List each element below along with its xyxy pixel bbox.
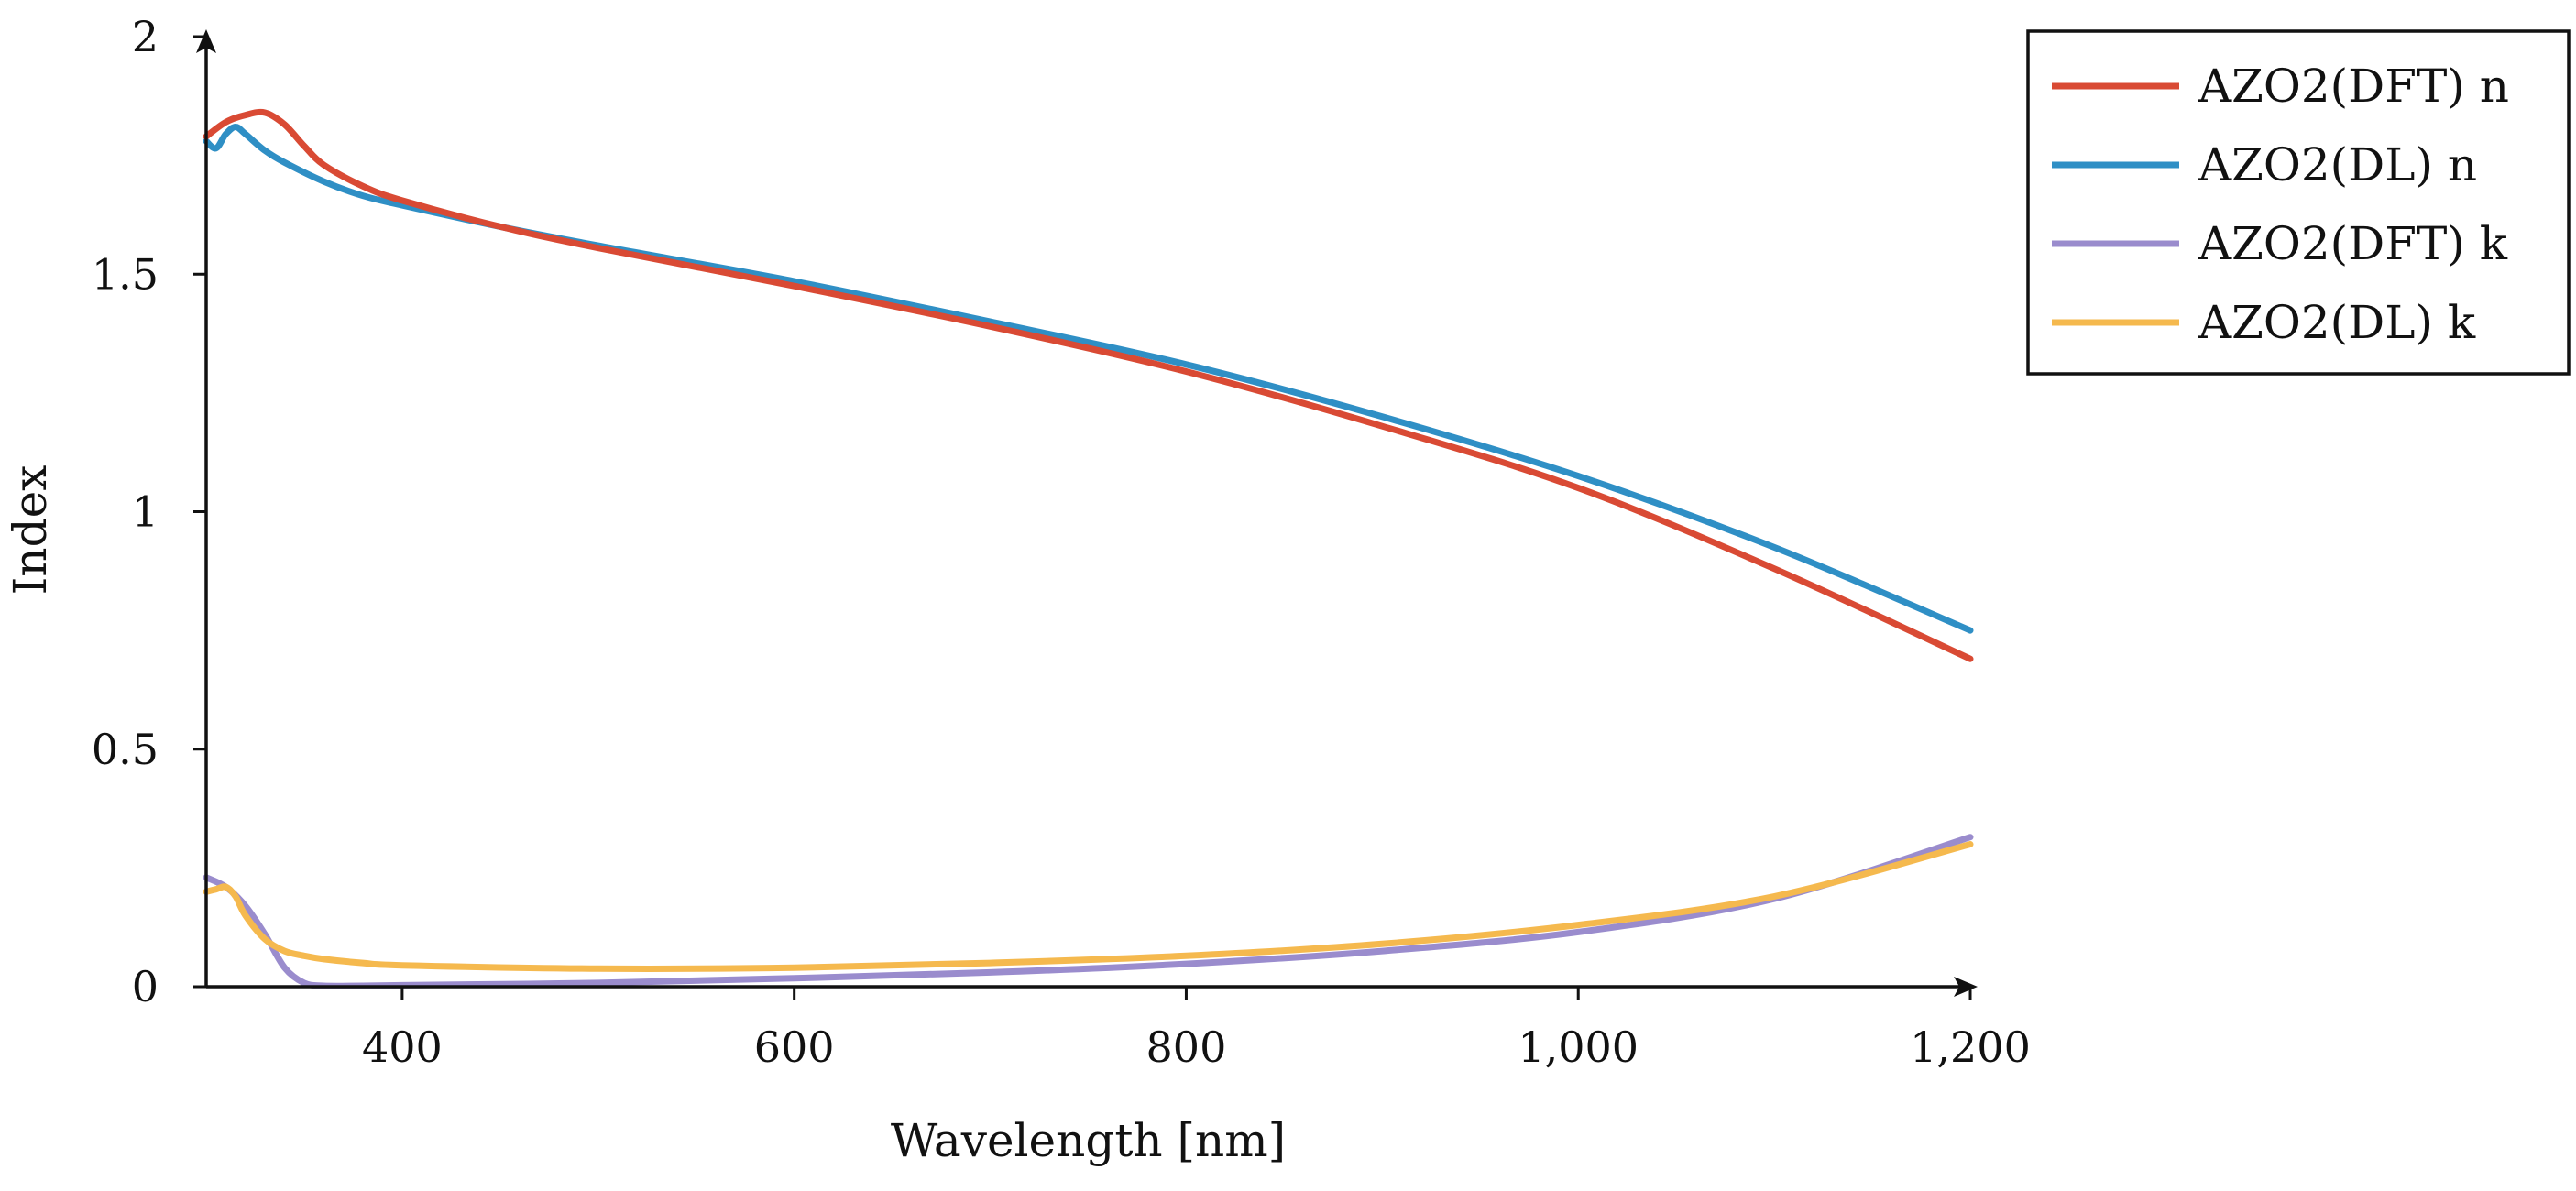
legend: AZO2(DFT) n AZO2(DL) n AZO2(DFT) k AZO2(DL)…	[2026, 29, 2571, 376]
x-tick-label: 1,000	[1518, 1022, 1639, 1072]
x-tick-label: 400	[362, 1022, 443, 1072]
x-tick-label: 800	[1146, 1022, 1227, 1072]
legend-label: AZO2(DL) n	[2198, 138, 2477, 191]
x-tick-label: 600	[754, 1022, 835, 1072]
legend-label: AZO2(DFT) n	[2198, 60, 2509, 113]
series-line-1	[203, 124, 1974, 634]
legend-label: AZO2(DFT) k	[2198, 217, 2508, 270]
y-tick-label: 0.5	[92, 725, 159, 774]
series-line-2	[203, 834, 1974, 989]
series-line-3	[203, 841, 1974, 972]
y-tick-label: 0	[132, 962, 159, 1011]
y-axis-title: Index	[4, 465, 57, 596]
ticks-layer: 400 600 800 1,000 1,200 0 0.5 1 1.5 2	[92, 12, 2031, 1072]
axes-layer	[196, 29, 1978, 997]
series-line-0	[203, 108, 1974, 662]
series-layer	[203, 108, 1974, 989]
y-axis-arrow	[196, 29, 216, 53]
y-tick-label: 2	[132, 12, 159, 61]
x-axis-arrow	[1954, 977, 1978, 997]
x-tick-label: 1,200	[1910, 1022, 2031, 1072]
legend-label: AZO2(DL) k	[2198, 296, 2476, 349]
y-tick-label: 1	[132, 487, 159, 537]
y-tick-label: 1.5	[92, 249, 159, 299]
x-axis-title: Wavelength [nm]	[891, 1114, 1286, 1167]
